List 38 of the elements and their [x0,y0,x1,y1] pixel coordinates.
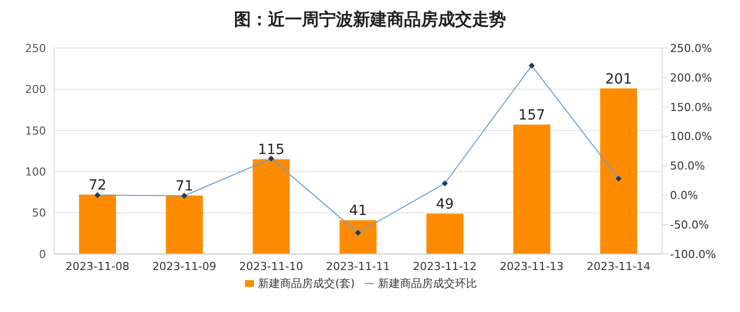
y2-tick-label: 200.0% [670,71,712,84]
bar [513,124,550,254]
data-label: 157 [518,108,546,124]
y2-tick-label: 0.0% [670,189,698,202]
data-label: 115 [258,142,285,158]
data-label: 71 [175,178,194,194]
y-tick-label: 50 [32,206,46,220]
bar [600,88,638,254]
x-tick-label: 2023-11-10 [239,260,304,273]
y-tick-label: 250 [25,42,46,55]
x-tick-label: 2023-11-14 [586,260,651,273]
y-tick-label: 0 [39,248,46,261]
data-label: 201 [605,71,632,88]
y-tick-label: 100 [25,166,46,179]
x-tick-label: 2023-11-11 [326,260,390,273]
y2-tick-label: -50.0% [670,218,709,232]
bar [252,159,290,254]
y-tick-label: 150 [25,124,46,138]
chart-title: 图：近一周宁波新建商品房成交走势 [233,9,507,32]
y2-tick-label: 250.0% [670,42,712,55]
x-tick-label: 2023-11-13 [500,260,564,273]
x-tick-label: 2023-11-09 [152,260,216,273]
bar [340,220,377,254]
x-tick-label: 2023-11-08 [65,260,130,273]
legend-label: 新建商品房成交环比 [378,277,477,290]
data-label: 41 [349,203,367,220]
y2-tick-label: -100.0% [670,248,716,261]
legend-label: 新建商品房成交(套) [258,277,355,290]
x-tick-label: 2023-11-12 [412,260,477,273]
data-label: 49 [436,196,454,213]
y2-tick-label: 150.0% [670,100,712,114]
y2-tick-label: 50.0% [670,160,705,173]
data-label: 72 [88,178,106,194]
bar [79,194,116,254]
y-tick-label: 200 [25,83,46,96]
y2-tick-label: 100.0% [670,130,712,144]
bar [426,214,464,254]
bar [166,195,203,254]
